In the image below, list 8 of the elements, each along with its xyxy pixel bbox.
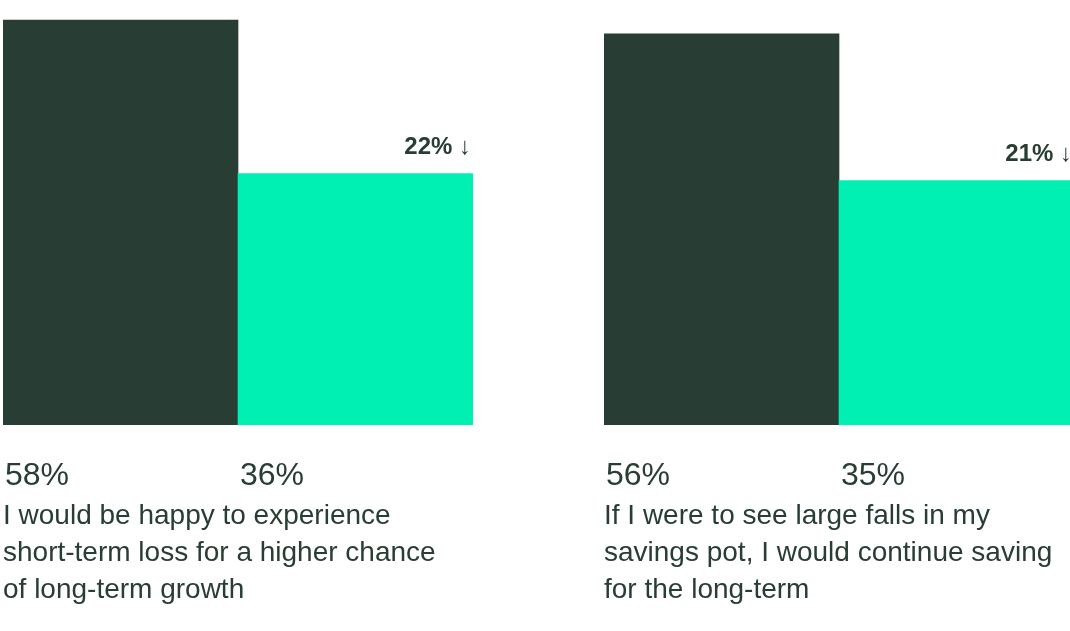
- x-axis-title: I would be happy to experience short-term loss for a higher chance of long-term growth: [3, 498, 437, 606]
- data-label: 58%: [5, 456, 70, 492]
- data-label: 35%: [841, 456, 906, 492]
- annotation: 22% ↓: [404, 131, 471, 159]
- data-label: 36%: [240, 456, 305, 492]
- x-axis-title: If I were to see large falls in my savings pot, I would continue saving for the long-term: [604, 498, 1054, 606]
- annotation: 21% ↓: [1005, 138, 1070, 166]
- data-label: 56%: [606, 456, 671, 492]
